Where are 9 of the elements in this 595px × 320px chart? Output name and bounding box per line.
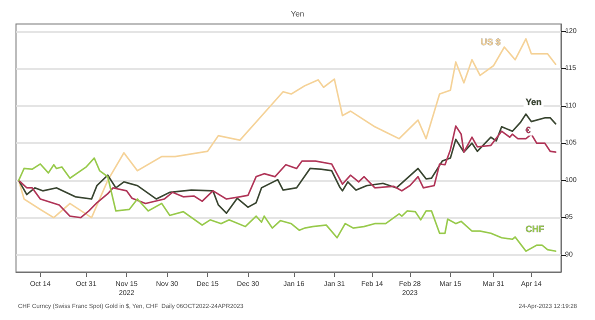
series-label: US $ <box>480 37 501 48</box>
series-label: € <box>526 125 531 136</box>
line-series <box>18 38 556 218</box>
series-label: CHF <box>526 224 545 234</box>
text: Yen <box>290 10 304 18</box>
line-series <box>18 157 556 252</box>
line-series <box>18 113 556 214</box>
line-series <box>18 125 556 218</box>
series-label: Yen <box>526 96 542 107</box>
